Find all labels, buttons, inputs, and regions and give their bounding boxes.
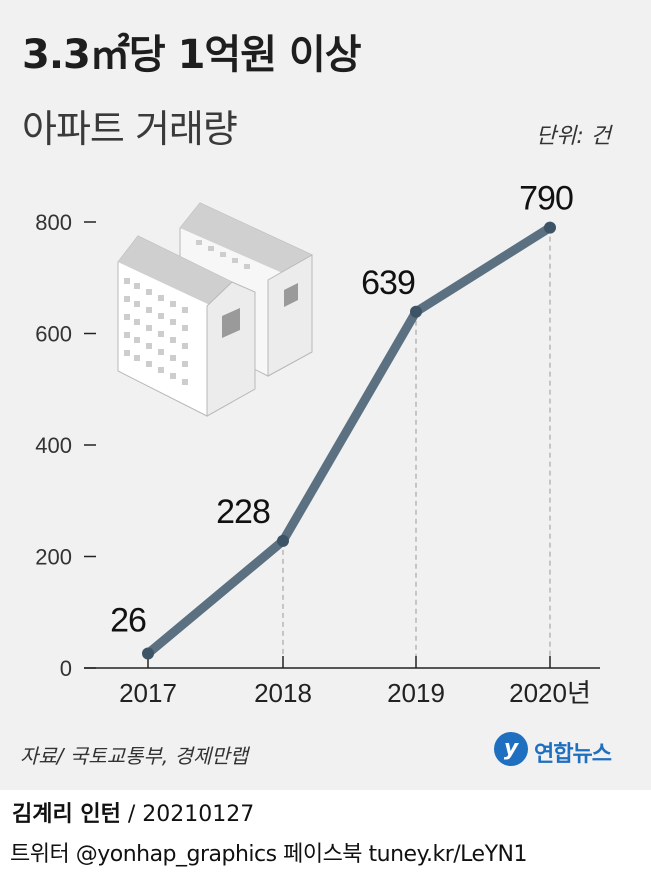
y-tick-label: 400 [35, 433, 72, 458]
series-line [143, 223, 555, 659]
x-tick-label: 2018 [254, 678, 312, 708]
unit-label: 단위: 건 [535, 124, 611, 149]
credit-line: 김계리 인턴 / 20210127 [12, 796, 254, 828]
data-point [142, 647, 154, 660]
x-axis: 2017 2018 2019 2020년 [119, 656, 591, 708]
infographic-card: 3.3㎡당 1억원 이상 아파트 거래량 단위: 건 0 200 400 600 800 [0, 0, 651, 790]
data-labels: 26 228 639 790 [110, 180, 574, 640]
x-tick-label: 2017 [119, 678, 177, 708]
y-tick-label: 200 [35, 545, 72, 570]
data-label: 228 [216, 493, 270, 531]
line-chart: 0 200 400 600 800 2017 2018 2019 2020년 26 228 639… [35, 180, 600, 708]
chart-subtitle: 아파트 거래량 [22, 107, 238, 151]
y-tick-label: 0 [60, 656, 72, 681]
data-points [142, 221, 556, 660]
data-point [410, 305, 422, 318]
yonhap-logo-icon: y [494, 732, 528, 766]
y-axis: 0 200 400 600 800 [35, 210, 96, 681]
x-tick-label: 2020년 [509, 678, 591, 708]
x-tick-label: 2019 [387, 678, 445, 708]
apartment-building-icon [117, 202, 313, 417]
publish-date: / 20210127 [120, 802, 255, 827]
data-label: 639 [361, 264, 415, 302]
source-note: 자료/ 국토교통부, 경제만랩 [20, 744, 249, 768]
data-label: 790 [519, 180, 573, 218]
data-point [277, 534, 289, 547]
yonhap-logo-text: 연합뉴스 [534, 742, 612, 767]
y-tick-label: 800 [35, 210, 72, 235]
author-name: 김계리 인턴 [12, 802, 121, 827]
yonhap-logo: y 연합뉴스 [494, 730, 644, 770]
social-links: 트위터 @yonhap_graphics 페이스북 tuney.kr/LeYN1 [10, 842, 527, 867]
y-tick-label: 600 [35, 322, 72, 347]
data-point [544, 221, 556, 234]
chart-title: 3.3㎡당 1억원 이상 [22, 32, 362, 78]
data-label: 26 [110, 602, 146, 640]
